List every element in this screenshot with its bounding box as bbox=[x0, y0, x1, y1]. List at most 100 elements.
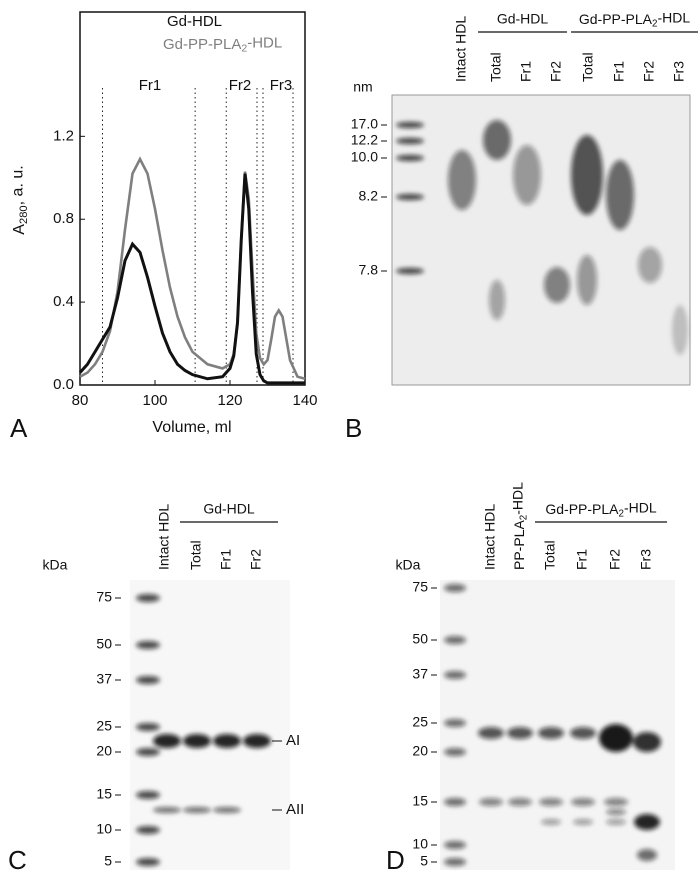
gel-band bbox=[396, 122, 424, 128]
gel-band bbox=[213, 807, 241, 813]
gel-band bbox=[571, 798, 595, 806]
legend-label: Gd-PP-PLA2-HDL bbox=[163, 34, 282, 54]
gel-band bbox=[541, 819, 561, 825]
gel-band bbox=[396, 268, 424, 274]
marker-label: 20 bbox=[96, 743, 112, 759]
fraction-label: Fr2 bbox=[229, 77, 252, 94]
lane-label: Fr1 bbox=[518, 61, 534, 82]
gel-band bbox=[136, 791, 160, 799]
x-tick-label: 100 bbox=[142, 392, 167, 409]
marker-label: 10 bbox=[96, 821, 112, 837]
gel-band bbox=[136, 641, 160, 649]
label-part: A bbox=[11, 224, 28, 235]
gel-band bbox=[183, 734, 211, 748]
marker-label: 10.0 bbox=[351, 149, 378, 165]
lane-label: Fr3 bbox=[671, 61, 687, 82]
group-label: Gd-PP-PLA2-HDL bbox=[579, 9, 690, 29]
label-part: 2 bbox=[619, 508, 624, 519]
marker-label: 37 bbox=[412, 666, 428, 682]
gel-band bbox=[539, 798, 563, 806]
label-part: , a. u. bbox=[10, 165, 27, 205]
gel-band bbox=[604, 798, 628, 806]
label-part: Gd-PP-PLA bbox=[545, 501, 619, 517]
gel-band bbox=[213, 734, 241, 748]
gel-band bbox=[396, 138, 424, 144]
gel-band bbox=[444, 636, 466, 644]
gel-b bbox=[391, 94, 691, 386]
legend-label: Gd-HDL bbox=[167, 13, 222, 30]
panel-label: C bbox=[8, 845, 27, 875]
gel-band bbox=[243, 734, 271, 748]
gel-band bbox=[396, 155, 424, 161]
marker-label: 17.0 bbox=[351, 116, 378, 132]
gel-band bbox=[444, 748, 466, 756]
lane-label: Fr3 bbox=[638, 549, 654, 570]
marker-label: 5 bbox=[104, 853, 112, 869]
series-line bbox=[79, 156, 306, 381]
gel-band bbox=[489, 280, 505, 320]
gel-band bbox=[573, 819, 593, 825]
lane-label: Fr1 bbox=[611, 61, 627, 82]
label-part: -HDL bbox=[624, 499, 657, 515]
label-part: -HDL bbox=[509, 482, 525, 515]
group-label: Gd-HDL bbox=[497, 11, 549, 27]
y-tick-label: 0.4 bbox=[53, 293, 74, 310]
fraction-label: Fr1 bbox=[139, 77, 162, 94]
gel-band bbox=[672, 305, 688, 355]
unit-label: nm bbox=[353, 79, 372, 95]
gel-band bbox=[633, 732, 661, 752]
marker-label: 7.8 bbox=[359, 262, 379, 278]
marker-label: 15 bbox=[96, 786, 112, 802]
gel-band bbox=[448, 150, 476, 210]
lane-label: Fr2 bbox=[548, 61, 564, 82]
lane-label: Fr2 bbox=[641, 61, 657, 82]
gel-band bbox=[483, 120, 511, 160]
gel-band bbox=[508, 798, 532, 806]
gel-band bbox=[513, 145, 541, 205]
gel-band bbox=[606, 809, 626, 815]
marker-label: 75 bbox=[96, 589, 112, 605]
label-part: 2 bbox=[241, 42, 247, 54]
gel-band bbox=[571, 135, 603, 215]
marker-label: 50 bbox=[96, 636, 112, 652]
gel-band bbox=[444, 584, 466, 592]
marker-label: 75 bbox=[412, 579, 428, 595]
gel-band bbox=[637, 849, 657, 861]
marker-label: 20 bbox=[412, 743, 428, 759]
gel-band bbox=[444, 841, 466, 849]
marker-label: 5 bbox=[420, 853, 428, 869]
marker-label: 8.2 bbox=[359, 188, 379, 204]
gel-band bbox=[136, 858, 160, 866]
band-label: AII bbox=[286, 801, 304, 818]
x-axis-title: Volume, ml bbox=[152, 419, 231, 436]
gel-band bbox=[507, 727, 533, 739]
gel-band bbox=[444, 798, 466, 806]
x-tick-label: 140 bbox=[292, 392, 317, 409]
y-tick-label: 0.0 bbox=[53, 376, 74, 393]
gel-band bbox=[444, 719, 466, 727]
panel-label: B bbox=[345, 413, 362, 443]
y-tick-label: 1.2 bbox=[53, 127, 74, 144]
gel-band bbox=[444, 671, 466, 679]
marker-label: 15 bbox=[412, 793, 428, 809]
gel-band bbox=[444, 858, 466, 866]
lane-label: Total bbox=[580, 52, 596, 82]
gel-band bbox=[136, 676, 160, 684]
label-part: 280 bbox=[18, 205, 30, 224]
lane-label: Total bbox=[542, 540, 558, 570]
gel-band bbox=[396, 194, 424, 200]
lane-label: Fr1 bbox=[574, 549, 590, 570]
group-label: Gd-PP-PLA2-HDL bbox=[545, 499, 656, 519]
gel-band bbox=[153, 807, 181, 813]
lane-label: PP-PLA2-HDL bbox=[509, 482, 529, 570]
gel-band bbox=[136, 594, 160, 602]
gel-band bbox=[638, 247, 662, 283]
lane-label: Fr2 bbox=[248, 549, 264, 570]
panel-label: A bbox=[10, 413, 28, 443]
panel-label: D bbox=[386, 845, 405, 875]
plot-frame bbox=[79, 11, 306, 386]
gel-band bbox=[570, 727, 596, 739]
lane-label: Total bbox=[188, 540, 204, 570]
label-part: Gd-PP-PLA bbox=[163, 36, 241, 53]
